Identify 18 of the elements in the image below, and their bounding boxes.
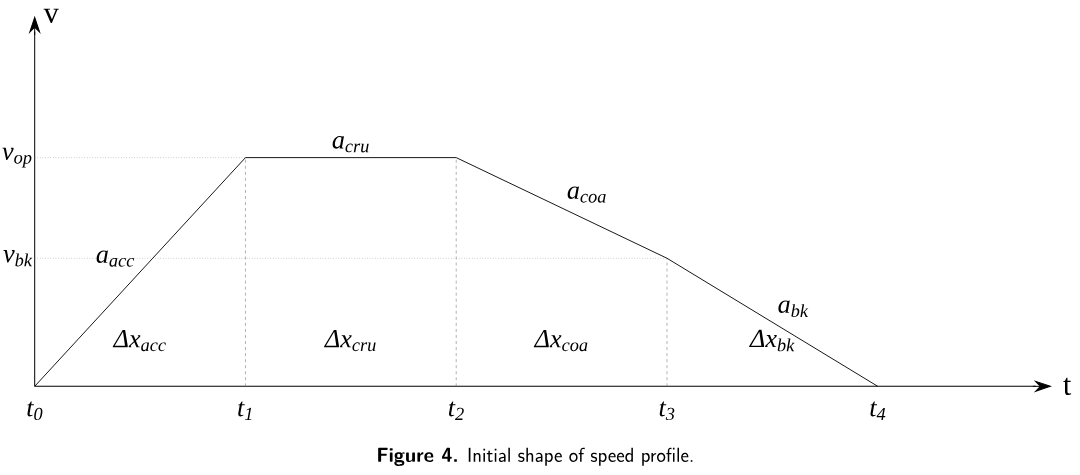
x-tick-label: t$_{3}$ [659,401,675,421]
annotation: a$_{bk}$ [778,300,809,318]
y-axis-title: v [43,8,59,24]
annotation: Δx$_{acc}$ [112,330,166,352]
x-axis-title: t [1063,377,1072,396]
annotation: Δx$_{coa}$ [533,330,588,352]
x-tick-label: t$_{0}$ [27,401,43,421]
text: a$_{cru}$ [332,136,369,153]
annotation: Δx$_{bk}$ [749,329,795,352]
annotation: a$_{coa}$ [567,186,606,203]
annotation: v$_{op}$ [2,147,32,168]
x-tick-label: t$_{2}$ [448,401,464,421]
annotation: v$_{bk}$ [3,250,33,267]
x-tick-label: t$_{1}$ [238,401,252,421]
annotation: Δx$_{cru}$ [324,330,376,352]
text: Figure 4. Initial shape of speed profile. [378,447,693,467]
x-tick-label: t$_{4}$ [870,401,886,421]
annotation: a$_{acc}$ [96,250,135,267]
